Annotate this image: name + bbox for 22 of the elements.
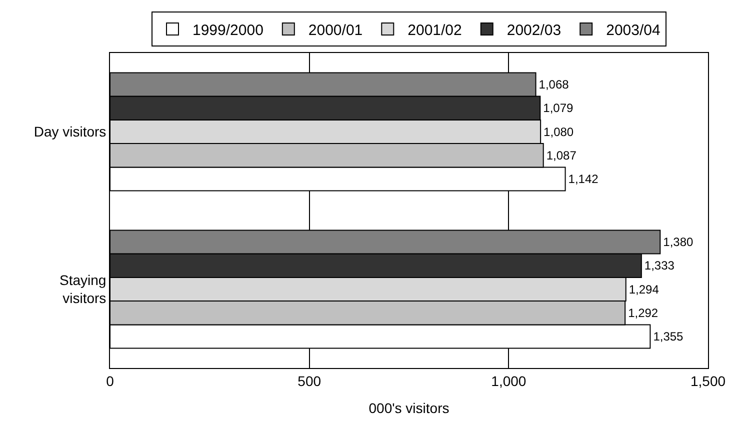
data-label: 1,294 <box>628 282 660 296</box>
legend-label: 1999/2000 <box>192 22 264 39</box>
legend-label: 2001/02 <box>408 22 462 39</box>
legend-label: 2003/04 <box>606 22 660 39</box>
data-label: 1,087 <box>546 148 577 162</box>
x-axis-title: 000's visitors <box>368 400 450 416</box>
legend-label: 2002/03 <box>506 22 562 39</box>
y-tick-label: Staying visitors <box>59 272 106 306</box>
x-tick-label: 500 <box>298 372 322 389</box>
data-label: 1,292 <box>628 306 658 320</box>
x-tick-label: 0 <box>106 372 114 389</box>
data-label: 1,380 <box>663 235 694 249</box>
legend-label: 2000/01 <box>308 22 363 39</box>
y-tick-label: Day visitors <box>34 124 106 140</box>
data-label: 1,080 <box>544 124 574 139</box>
data-label: 1,079 <box>543 101 574 116</box>
data-label: 1,142 <box>568 172 599 186</box>
x-tick-label: 1,000 <box>491 372 526 389</box>
data-label: 1,355 <box>653 330 684 344</box>
data-label: 1,068 <box>538 78 570 92</box>
data-label: 1,333 <box>644 258 675 273</box>
x-tick-label: 1,500 <box>690 372 726 389</box>
